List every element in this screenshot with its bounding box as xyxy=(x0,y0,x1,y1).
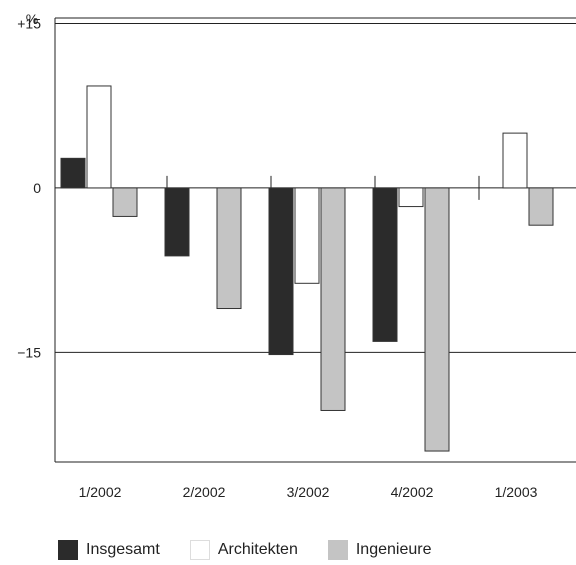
bar xyxy=(112,187,138,217)
bar xyxy=(60,157,86,189)
chart: +15 0 −15% 1/2002 2/2002 3/2002 4/2002 1/2003 xyxy=(17,11,576,500)
x-tick-label: 1/2002 xyxy=(79,484,122,500)
y-tick-label: −15 xyxy=(17,344,41,360)
x-tick-label: 4/2002 xyxy=(391,484,434,500)
bar xyxy=(320,187,346,411)
legend-label-architekten: Architekten xyxy=(217,541,298,558)
y-tick-label: 0 xyxy=(33,180,41,196)
bar xyxy=(528,187,554,226)
x-tick-label: 2/2002 xyxy=(183,484,226,500)
bar xyxy=(86,85,112,189)
legend-item-ingenieure: Ingenieure xyxy=(327,540,432,560)
legend: Insgesamt Architekten Ingenieure xyxy=(58,540,461,560)
bar xyxy=(164,187,190,257)
legend-item-architekten: Architekten xyxy=(189,540,298,560)
bar xyxy=(398,187,424,208)
y-tick-label: +15 xyxy=(17,15,41,31)
x-tick-label: 3/2002 xyxy=(287,484,330,500)
legend-swatch-architekten xyxy=(189,540,210,560)
bar xyxy=(502,132,528,189)
legend-item-insgesamt: Insgesamt xyxy=(58,540,160,560)
legend-label-insgesamt: Insgesamt xyxy=(86,541,160,558)
bar xyxy=(424,187,450,452)
y-axis-label: % xyxy=(26,11,38,27)
legend-label-ingenieure: Ingenieure xyxy=(355,541,432,558)
legend-swatch-insgesamt xyxy=(58,540,78,560)
bar xyxy=(294,187,320,284)
x-tick-label: 1/2003 xyxy=(495,484,538,500)
bar xyxy=(216,187,242,310)
legend-swatch-ingenieure xyxy=(327,540,348,560)
bar xyxy=(372,187,398,342)
bar xyxy=(268,187,294,356)
